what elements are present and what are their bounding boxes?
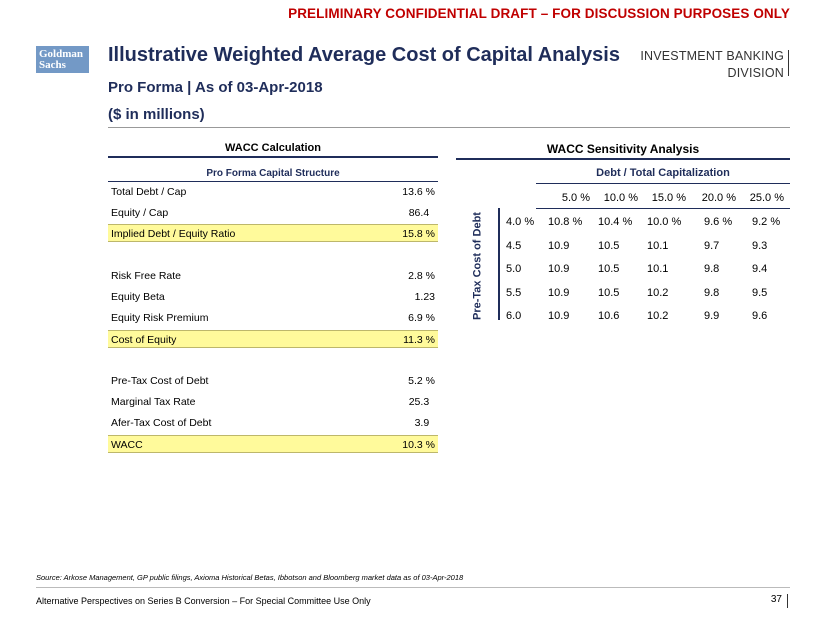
sensitivity-cell: 10.1 xyxy=(647,263,669,275)
row-value: 25.3 xyxy=(408,396,435,408)
page-number: 37 xyxy=(770,594,782,605)
sensitivity-cell: 10.2 xyxy=(647,287,669,299)
row-axis-label-container: Pre-Tax Cost of Debt xyxy=(460,212,496,320)
column-header-rule xyxy=(536,208,790,209)
unit-note: ($ in millions) xyxy=(108,106,205,123)
sensitivity-cell: 9.2 % xyxy=(752,216,781,228)
sensitivity-cell: 10.9 xyxy=(548,240,570,252)
division-line1: INVESTMENT BANKING xyxy=(640,49,784,63)
row-header: 6.0 xyxy=(506,310,522,322)
sensitivity-title-rule xyxy=(456,158,790,160)
row-header: 4.5 xyxy=(506,240,522,252)
wacc-row: Afer-Tax Cost of Debt 3.9 xyxy=(108,414,438,432)
row-label: Equity Beta xyxy=(111,291,165,303)
sensitivity-cell: 9.9 xyxy=(704,310,720,322)
row-value: 11.3 % xyxy=(403,334,435,346)
column-header: 20.0 % xyxy=(701,192,736,204)
wacc-row: Equity Beta 1.23 xyxy=(108,288,438,306)
sensitivity-title: WACC Sensitivity Analysis xyxy=(546,142,700,156)
wacc-row: Marginal Tax Rate 25.3 xyxy=(108,393,438,411)
row-value: 5.2 % xyxy=(408,375,435,387)
sensitivity-cell: 10.5 xyxy=(598,263,620,275)
sensitivity-cell: 9.6 xyxy=(752,310,768,322)
column-header: 25.0 % xyxy=(749,192,784,204)
sensitivity-cell: 10.5 xyxy=(598,240,620,252)
page-number-divider xyxy=(787,594,788,608)
row-value: 2.8 % xyxy=(408,270,435,282)
capital-structure-subtitle: Pro Forma Capital Structure xyxy=(206,168,340,179)
sensitivity-cell: 10.0 % xyxy=(647,216,682,228)
row-value: 1.23 xyxy=(414,291,435,303)
wacc-row-highlight: Cost of Equity 11.3 % xyxy=(108,330,438,348)
row-header-rule xyxy=(498,208,500,320)
footer-text: Alternative Perspectives on Series B Con… xyxy=(36,596,371,606)
row-value: 13.6 % xyxy=(402,186,435,198)
sensitivity-cell: 10.1 xyxy=(647,240,669,252)
sensitivity-cell: 9.8 xyxy=(704,287,720,299)
row-axis-label: Pre-Tax Cost of Debt xyxy=(471,212,484,320)
row-label: Equity / Cap xyxy=(111,207,169,219)
row-label: Cost of Equity xyxy=(111,334,177,346)
goldman-sachs-logo: Goldman Sachs xyxy=(36,46,89,73)
row-value: 10.3 % xyxy=(402,439,435,451)
sensitivity-cell: 9.5 xyxy=(752,287,768,299)
division-line2: DIVISION xyxy=(727,66,784,80)
col-axis-label: Debt / Total Capitalization xyxy=(596,167,730,179)
sensitivity-cell: 9.6 % xyxy=(704,216,733,228)
wacc-row: Total Debt / Cap 13.6 % xyxy=(108,183,438,201)
row-label: Risk Free Rate xyxy=(111,270,182,282)
division-label: INVESTMENT BANKING DIVISION xyxy=(640,48,784,82)
row-label: Afer-Tax Cost of Debt xyxy=(111,417,212,429)
page-subtitle: Pro Forma | As of 03-Apr-2018 xyxy=(108,79,323,96)
sensitivity-cell: 9.4 xyxy=(752,263,768,275)
source-note: Source: Arkose Management, GP public fil… xyxy=(36,573,464,582)
row-header: 5.5 xyxy=(506,287,522,299)
sensitivity-cell: 10.9 xyxy=(548,310,570,322)
sensitivity-cell: 9.7 xyxy=(704,240,720,252)
row-label: Equity Risk Premium xyxy=(111,312,209,324)
sensitivity-cell: 10.6 xyxy=(598,310,620,322)
logo-line1: Goldman xyxy=(39,48,84,60)
sensitivity-cell: 10.8 % xyxy=(548,216,583,228)
sensitivity-cell: 10.9 xyxy=(548,287,570,299)
col-axis-rule xyxy=(536,183,790,184)
row-value: 15.8 % xyxy=(402,228,435,240)
sensitivity-cell: 9.3 xyxy=(752,240,768,252)
wacc-row: Equity / Cap 86.4 xyxy=(108,204,438,222)
capital-structure-rule xyxy=(108,181,438,182)
sensitivity-cell: 10.5 xyxy=(598,287,620,299)
sensitivity-cell: 10.2 xyxy=(647,310,669,322)
column-header: 10.0 % xyxy=(603,192,638,204)
logo-line2: Sachs xyxy=(39,59,66,71)
row-label: Total Debt / Cap xyxy=(111,186,187,198)
column-header: 5.0 % xyxy=(561,192,590,204)
row-value: 3.9 xyxy=(414,417,435,429)
row-label: Pre-Tax Cost of Debt xyxy=(111,375,209,387)
sensitivity-cell: 10.4 % xyxy=(598,216,633,228)
wacc-row: Pre-Tax Cost of Debt 5.2 % xyxy=(108,372,438,390)
row-label: Marginal Tax Rate xyxy=(111,396,196,408)
row-label: Implied Debt / Equity Ratio xyxy=(111,228,236,240)
row-value: 86.4 xyxy=(408,207,435,219)
wacc-row-highlight: Implied Debt / Equity Ratio 15.8 % xyxy=(108,224,438,242)
row-label: WACC xyxy=(111,439,143,451)
wacc-row-highlight: WACC 10.3 % xyxy=(108,435,438,453)
wacc-row: Risk Free Rate 2.8 % xyxy=(108,267,438,285)
wacc-calc-title-rule xyxy=(108,156,438,158)
row-value: 6.9 % xyxy=(408,312,435,324)
wacc-row: Equity Risk Premium 6.9 % xyxy=(108,309,438,327)
header-rule xyxy=(108,127,790,128)
division-divider xyxy=(788,50,789,76)
sensitivity-cell: 9.8 xyxy=(704,263,720,275)
row-header: 5.0 xyxy=(506,263,522,275)
page-title: Illustrative Weighted Average Cost of Ca… xyxy=(108,44,620,66)
footer-rule xyxy=(36,587,790,588)
column-header: 15.0 % xyxy=(651,192,686,204)
sensitivity-cell: 10.9 xyxy=(548,263,570,275)
draft-banner: PRELIMINARY CONFIDENTIAL DRAFT – FOR DIS… xyxy=(288,6,790,21)
row-header: 4.0 % xyxy=(506,216,535,228)
wacc-calc-title: WACC Calculation xyxy=(225,142,321,154)
